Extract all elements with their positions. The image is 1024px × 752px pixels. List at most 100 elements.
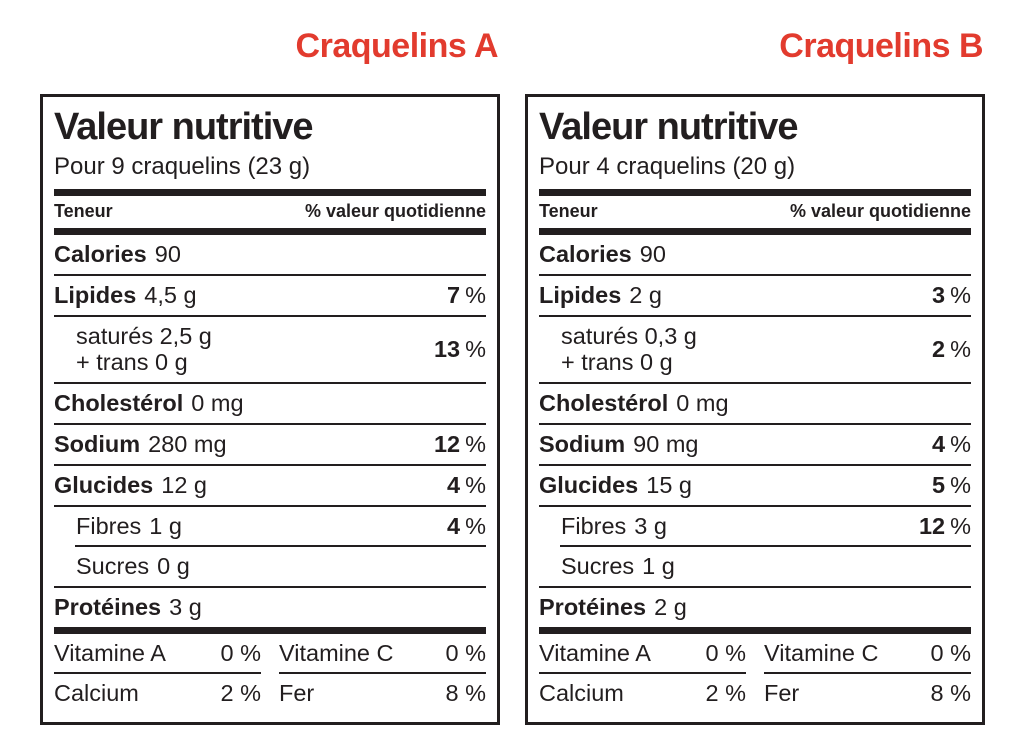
- nutrient-name: Calcium: [54, 679, 139, 706]
- label-column-a: Craquelins A Valeur nutritive Pour 9 cra…: [40, 28, 500, 725]
- row-glucides: Glucides 15 g 5%: [539, 466, 971, 505]
- nutrient-name: Calories: [539, 241, 632, 268]
- nutrient-name: Lipides: [539, 281, 622, 308]
- nutrient-name: Fibres: [76, 512, 142, 539]
- thin-rule: [539, 463, 971, 466]
- thin-rule: [54, 273, 486, 276]
- nutrition-facts-table-a: Valeur nutritive Pour 9 craquelins (23 g…: [40, 94, 500, 725]
- header-daily-value: % valeur quotidienne: [789, 201, 971, 222]
- nutrient-amount: 1 g: [149, 512, 182, 539]
- daily-value: 7%: [447, 281, 486, 308]
- nutrient-amount: 3 g: [169, 594, 202, 621]
- nutrient-amount: 90: [639, 241, 666, 268]
- nutrient-cell: Sucres 1 g: [539, 553, 675, 580]
- nutrient-amount: 12 g: [161, 471, 208, 498]
- daily-value: 0 %: [220, 639, 262, 666]
- daily-value: 12%: [433, 431, 486, 458]
- percent-sign: %: [465, 336, 486, 363]
- row-calcium: Calcium 2 %: [539, 671, 747, 712]
- nutrient-cell: saturés 0,3 g + trans 0 g: [539, 323, 697, 377]
- nutrient-cell: Glucides 12 g: [54, 472, 207, 499]
- row-sodium: Sodium 280 mg 12%: [54, 425, 486, 464]
- row-proteines: Protéines 2 g: [539, 588, 971, 627]
- thin-rule: [54, 504, 486, 507]
- daily-value: 13%: [433, 336, 486, 363]
- nutrient-name: Lipides: [54, 281, 137, 308]
- nutrient-name: Sodium: [539, 431, 626, 458]
- row-fer: Fer 8 %: [279, 671, 486, 712]
- daily-value: 8 %: [930, 679, 972, 706]
- percent-sign: %: [465, 471, 486, 498]
- product-title-b: Craquelins B: [779, 27, 983, 65]
- row-satures-trans: saturés 0,3 g + trans 0 g 2%: [539, 317, 971, 383]
- header-amount: Teneur: [539, 201, 598, 222]
- nutrient-name: Sucres: [561, 553, 635, 580]
- nutrient-cell: Lipides 2 g: [539, 282, 662, 309]
- thin-rule: [54, 382, 486, 385]
- daily-value: 2%: [932, 336, 971, 363]
- nft-title: Valeur nutritive: [539, 106, 799, 148]
- row-fibres: Fibres 3 g 12%: [539, 507, 971, 546]
- percent-sign: %: [950, 336, 971, 363]
- nutrient-amount: 0 mg: [191, 390, 244, 417]
- row-vitamine-a: Vitamine A 0 %: [54, 634, 261, 672]
- thin-rule: [54, 423, 486, 426]
- row-calories: Calories 90: [539, 235, 971, 274]
- row-sucres: Sucres 0 g: [54, 547, 486, 586]
- nutrient-name: Cholestérol: [54, 390, 184, 417]
- row-sucres: Sucres 1 g: [539, 547, 971, 586]
- thin-rule: [54, 463, 486, 466]
- percent-sign: %: [950, 431, 971, 458]
- nutrient-name: Vitamine C: [764, 639, 879, 666]
- nutrient-amount: 2 g: [629, 281, 662, 308]
- nutrient-cell: Cholestérol 0 mg: [539, 390, 729, 417]
- thick-rule: [54, 228, 486, 236]
- daily-value: 2 %: [705, 679, 747, 706]
- row-vitamine-c: Vitamine C 0 %: [279, 634, 486, 672]
- nutrient-cell: Glucides 15 g: [539, 472, 692, 499]
- row-cholesterol: Cholestérol 0 mg: [54, 384, 486, 423]
- thin-rule: [539, 273, 971, 276]
- thick-rule: [539, 228, 971, 236]
- daily-value: 4%: [932, 431, 971, 458]
- nutrient-name: Vitamine C: [279, 639, 394, 666]
- thin-rule: [539, 504, 971, 507]
- thick-rule: [54, 626, 486, 634]
- row-cholesterol: Cholestérol 0 mg: [539, 384, 971, 423]
- percent-sign: %: [465, 281, 486, 308]
- nutrient-name: Fibres: [561, 512, 627, 539]
- micronutrients: Vitamine A 0 % Vitamine C 0 % Calcium 2 …: [54, 634, 486, 712]
- thick-rule: [539, 626, 971, 634]
- nutrient-name: saturés 2,5 g: [76, 322, 212, 349]
- nutrient-cell: Calories 90: [539, 241, 666, 268]
- daily-value: 4%: [447, 512, 486, 539]
- thick-rule: [539, 189, 971, 197]
- nutrient-amount: 3 g: [634, 512, 667, 539]
- label-column-b: Craquelins B Valeur nutritive Pour 4 cra…: [525, 28, 985, 725]
- nft-title: Valeur nutritive: [54, 106, 314, 148]
- daily-value: 4%: [447, 471, 486, 498]
- daily-value: 2 %: [220, 679, 262, 706]
- thin-rule: [54, 314, 486, 317]
- nutrient-amount: 0 g: [157, 553, 190, 580]
- nutrient-amount: 280 mg: [148, 431, 227, 458]
- thin-rule: [54, 586, 486, 589]
- product-title-a: Craquelins A: [295, 27, 499, 65]
- daily-value: 3%: [932, 281, 971, 308]
- nutrient-name: + trans 0 g: [76, 349, 188, 376]
- nutrient-name: Vitamine A: [539, 639, 651, 666]
- table-header: Teneur % valeur quotidienne: [539, 196, 971, 228]
- row-calories: Calories 90: [54, 235, 486, 274]
- nutrient-name: Glucides: [539, 471, 639, 498]
- nutrient-name: Sucres: [76, 553, 150, 580]
- serving-size: Pour 4 craquelins (20 g): [539, 152, 796, 180]
- nutrient-name: Sodium: [54, 431, 141, 458]
- nutrient-cell: saturés 2,5 g + trans 0 g: [54, 323, 212, 377]
- thin-rule: [539, 382, 971, 385]
- nutrient-cell: Protéines 3 g: [54, 594, 202, 621]
- row-satures-trans: saturés 2,5 g + trans 0 g 13%: [54, 317, 486, 383]
- row-vitamine-c: Vitamine C 0 %: [764, 634, 971, 672]
- table-header: Teneur % valeur quotidienne: [54, 196, 486, 228]
- nutrient-amount: 2 g: [654, 594, 687, 621]
